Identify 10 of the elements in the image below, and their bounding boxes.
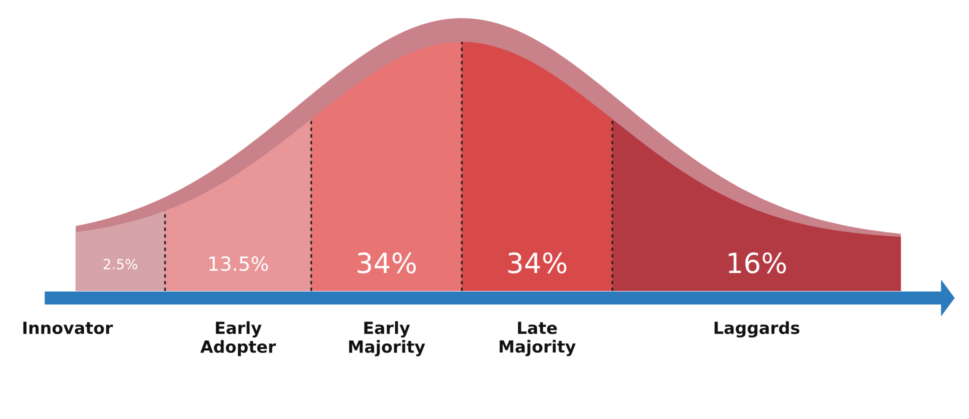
category-label: Laggards (714, 321, 800, 338)
category-label: Innovator (23, 322, 113, 334)
category-label: Late Majority (500, 322, 576, 356)
data-label: 34% (508, 252, 566, 274)
data-label: 16% (728, 252, 786, 274)
category-label: Early Majority (349, 321, 426, 356)
data-label: 2.5% (104, 258, 138, 270)
data-label: 34% (358, 252, 416, 274)
category-label: Early Adopter (200, 321, 276, 356)
data-label: 13.5% (209, 256, 268, 272)
